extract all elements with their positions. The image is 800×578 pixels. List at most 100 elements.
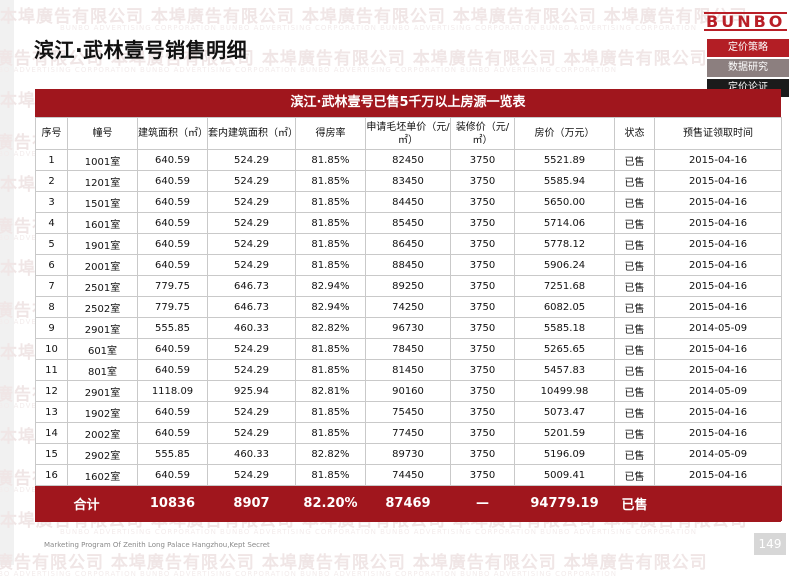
table-cell: 1001室	[67, 149, 138, 171]
table-cell: 81.85%	[295, 233, 366, 255]
table-cell: 74450	[365, 464, 451, 486]
table-cell: 已售	[614, 380, 655, 402]
total-decoration: —	[450, 485, 515, 521]
table-row: 9 2901室 555.85 460.33 82.82% 96730 3750 5585.18…	[35, 317, 782, 339]
table-cell: 81.85%	[295, 359, 366, 381]
table-cell: 5778.12	[514, 233, 615, 255]
table-cell: 2015-04-16	[654, 149, 782, 171]
table-cell: 5906.24	[514, 254, 615, 276]
column-header: 装修价（元/㎡）	[450, 117, 515, 150]
table-cell: 640.59	[137, 149, 208, 171]
table-cell: 524.29	[207, 422, 296, 444]
table-cell: 524.29	[207, 170, 296, 192]
column-header: 得房率	[295, 117, 366, 150]
table-cell: 524.29	[207, 233, 296, 255]
table-cell: 已售	[614, 401, 655, 423]
table-cell: 81.85%	[295, 464, 366, 486]
table-cell: 78450	[365, 338, 451, 360]
table-cell: 3750	[450, 275, 515, 297]
footer-text: Marketing Program Of Zenith Long Palace …	[44, 541, 270, 549]
table-cell: 81.85%	[295, 422, 366, 444]
table-cell: 8	[35, 296, 68, 318]
sales-table-panel: 滨江·武林壹号已售5千万以上房源一览表 序号 幢号 建筑面积（㎡） 套内建筑面积（㎡）…	[35, 89, 782, 522]
table-cell: 6	[35, 254, 68, 276]
table-cell: 3750	[450, 191, 515, 213]
total-label: 合计	[35, 485, 138, 521]
table-cell: 81450	[365, 359, 451, 381]
table-cell: 1201室	[67, 170, 138, 192]
total-unit-price: 87469	[365, 485, 451, 521]
table-row: 10 601室 640.59 524.29 81.85% 78450 3750 5265.65…	[35, 338, 782, 360]
total-price: 94779.19	[514, 485, 615, 521]
table-cell: 1902室	[67, 401, 138, 423]
table-row: 16 1602室 640.59 524.29 81.85% 74450 3750 5009.4…	[35, 464, 782, 486]
table-cell: 4	[35, 212, 68, 234]
table-cell: 524.29	[207, 338, 296, 360]
table-cell: 2015-04-16	[654, 422, 782, 444]
table-cell: 2015-04-16	[654, 233, 782, 255]
watermark-subtext: BUNBO ADVERTISING CORPORATION BUNBO ADVE…	[0, 66, 618, 74]
table-cell: 779.75	[137, 275, 208, 297]
total-inner-area: 8907	[207, 485, 296, 521]
table-cell: 2015-04-16	[654, 254, 782, 276]
table-cell: 3750	[450, 170, 515, 192]
table-cell: 82.94%	[295, 275, 366, 297]
table-cell: 7251.68	[514, 275, 615, 297]
table-cell: 2015-04-16	[654, 191, 782, 213]
total-date	[654, 485, 782, 521]
table-cell: 81.85%	[295, 254, 366, 276]
table-cell: 88450	[365, 254, 451, 276]
table-cell: 11	[35, 359, 68, 381]
table-cell: 81.85%	[295, 191, 366, 213]
table-cell: 1501室	[67, 191, 138, 213]
table-cell: 已售	[614, 443, 655, 465]
table-cell: 5	[35, 233, 68, 255]
table-cell: 75450	[365, 401, 451, 423]
table-cell: 640.59	[137, 191, 208, 213]
table-cell: 640.59	[137, 170, 208, 192]
table-cell: 1602室	[67, 464, 138, 486]
column-header: 预售证领取时间	[654, 117, 782, 150]
column-header: 申请毛坯单价（元/㎡）	[365, 117, 451, 150]
table-cell: 10499.98	[514, 380, 615, 402]
table-cell: 640.59	[137, 401, 208, 423]
table-cell: 2015-04-16	[654, 359, 782, 381]
table-cell: 640.59	[137, 338, 208, 360]
table-cell: 524.29	[207, 212, 296, 234]
table-cell: 646.73	[207, 296, 296, 318]
table-cell: 5585.94	[514, 170, 615, 192]
nav-pricing-strategy[interactable]: 定价策略	[707, 39, 789, 57]
table-cell: 3750	[450, 233, 515, 255]
watermark-subtext: BUNBO ADVERTISING CORPORATION BUNBO ADVE…	[60, 24, 698, 32]
table-cell: 555.85	[137, 443, 208, 465]
table-row: 11 801室 640.59 524.29 81.85% 81450 3750 5457.83…	[35, 359, 782, 381]
table-cell: 2014-05-09	[654, 380, 782, 402]
column-header: 套内建筑面积（㎡）	[207, 117, 296, 150]
table-cell: 5009.41	[514, 464, 615, 486]
table-cell: 82.82%	[295, 443, 366, 465]
table-cell: 89730	[365, 443, 451, 465]
table-cell: 81.85%	[295, 170, 366, 192]
watermark-subtext: BUNBO ADVERTISING CORPORATION BUNBO ADVE…	[60, 528, 698, 536]
table-cell: 5201.59	[514, 422, 615, 444]
table-header-row: 序号 幢号 建筑面积（㎡） 套内建筑面积（㎡） 得房率 申请毛坯单价（元/㎡） 装修价（元/…	[35, 117, 782, 150]
table-row: 6 2001室 640.59 524.29 81.85% 88450 3750 5906.24…	[35, 254, 782, 276]
table-cell: 已售	[614, 149, 655, 171]
table-cell: 2002室	[67, 422, 138, 444]
column-header: 建筑面积（㎡）	[137, 117, 208, 150]
table-cell: 5265.65	[514, 338, 615, 360]
table-cell: 640.59	[137, 212, 208, 234]
table-cell: 2015-04-16	[654, 275, 782, 297]
table-cell: 524.29	[207, 401, 296, 423]
table-cell: 2015-04-16	[654, 401, 782, 423]
table-cell: 524.29	[207, 359, 296, 381]
table-cell: 3750	[450, 464, 515, 486]
table-row: 12 2901室 1118.09 925.94 82.81% 90160 3750 10499…	[35, 380, 782, 402]
left-edge-bar	[0, 0, 14, 565]
table-cell: 801室	[67, 359, 138, 381]
nav-data-research[interactable]: 数据研究	[707, 59, 789, 77]
table-cell: 90160	[365, 380, 451, 402]
table-cell: 14	[35, 422, 68, 444]
watermark-subtext: BUNBO ADVERTISING CORPORATION BUNBO ADVE…	[0, 570, 618, 578]
table-cell: 5714.06	[514, 212, 615, 234]
